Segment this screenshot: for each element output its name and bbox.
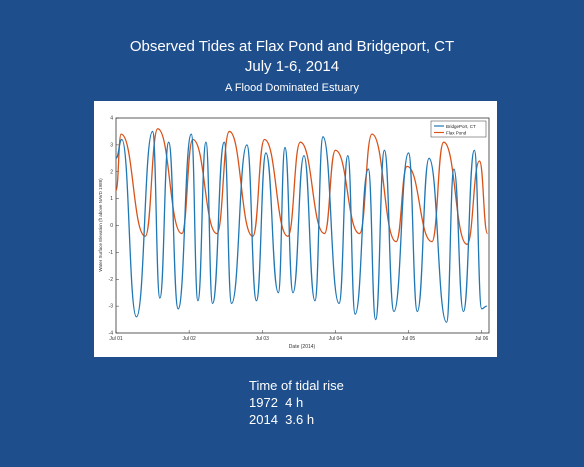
x-tick-label: Jul 06	[475, 336, 489, 342]
series-line-flax-pond	[115, 128, 489, 245]
x-tick-label: Jul 03	[256, 336, 270, 342]
series-line-bridgeport	[115, 130, 487, 323]
y-tick-label: 2	[110, 169, 113, 175]
notes-heading: Time of tidal rise	[249, 378, 344, 393]
tide-chart: -4 -3 -2 -1 0 1 2 3 4 Jul 01 Jul 02 Jul 03 Jul 04 Ju…	[98, 116, 490, 350]
y-tick-label: 4	[110, 116, 113, 122]
x-tick-label: Jul 02	[182, 336, 196, 342]
x-tick-label: Jul 01	[109, 336, 123, 342]
y-tick-label: 3	[110, 142, 113, 148]
x-axis-label: Date (2014)	[289, 344, 316, 350]
y-axis-label: Water Surface Elevation (ft above NAVD 1…	[98, 178, 103, 272]
tidal-rise-notes: Time of tidal rise 1972 4 h 2014 3.6 h	[249, 377, 344, 428]
x-tick-label: Jul 05	[402, 336, 416, 342]
y-tick-label: -4	[109, 331, 114, 337]
notes-1972: 1972 4 h	[249, 395, 304, 410]
tide-chart-panel: -4 -3 -2 -1 0 1 2 3 4 Jul 01 Jul 02 Jul 03 Jul 04 Ju…	[94, 101, 497, 357]
notes-2014: 2014 3.6 h	[249, 412, 315, 427]
legend-label-flax-pond: Flax Pond	[446, 131, 467, 136]
y-tick-label: 0	[110, 223, 113, 229]
slide-title: Observed Tides at Flax Pond and Bridgepo…	[129, 38, 455, 55]
legend: BridgePort, CT Flax Pond	[430, 120, 487, 138]
slide-date-range: July 1-6, 2014	[244, 58, 340, 75]
slide-subtitle: A Flood Dominated Estuary	[225, 82, 359, 94]
y-tick-label: 1	[110, 196, 113, 202]
legend-label-bridgeport: BridgePort, CT	[446, 124, 476, 129]
y-tick-label: -3	[109, 304, 114, 310]
y-tick-label: -2	[109, 277, 114, 283]
legend-box	[430, 120, 487, 138]
x-tick-label: Jul 04	[329, 336, 343, 342]
y-tick-label: -1	[109, 250, 114, 256]
plot-frame	[115, 117, 490, 334]
